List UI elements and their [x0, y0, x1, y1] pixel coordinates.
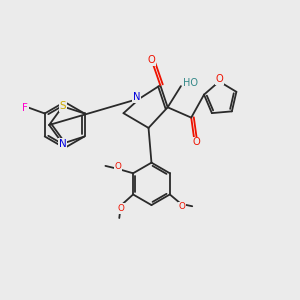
Text: O: O [178, 202, 185, 211]
Text: O: O [118, 204, 125, 213]
Text: O: O [115, 162, 122, 171]
Text: O: O [215, 74, 223, 84]
Text: F: F [22, 103, 28, 112]
Text: O: O [148, 56, 155, 65]
Text: O: O [192, 137, 200, 147]
Text: HO: HO [183, 78, 198, 88]
Text: N: N [133, 92, 140, 102]
Text: N: N [59, 139, 67, 148]
Text: S: S [59, 101, 66, 111]
